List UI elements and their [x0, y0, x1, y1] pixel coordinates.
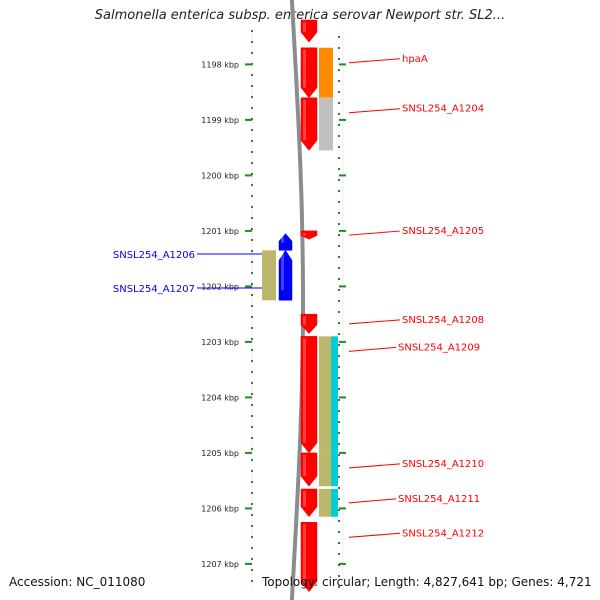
gene-arrow[interactable]: [300, 522, 318, 593]
scale-label-kbp: 1204 kbp: [201, 393, 239, 402]
gene-label[interactable]: SNSL254_A1210: [402, 459, 484, 470]
gene-arrow[interactable]: [300, 452, 318, 487]
label-leader-line: [348, 463, 401, 469]
scale-label-kbp: 1202 kbp: [201, 282, 239, 291]
gene-arrow[interactable]: [278, 249, 293, 301]
label-leader-line: [348, 230, 401, 236]
label-leader-line: [348, 346, 397, 352]
scale-label-kbp: 1199 kbp: [201, 116, 239, 125]
cds-block[interactable]: [319, 47, 333, 98]
gene-arrow[interactable]: [300, 313, 318, 334]
cds-block[interactable]: [331, 488, 338, 517]
gene-arrow[interactable]: [300, 97, 318, 151]
gene-highlight: [303, 454, 306, 477]
cds-block[interactable]: [319, 97, 333, 151]
map-title: Salmonella enterica subsp. enterica sero…: [94, 8, 506, 23]
cds-block[interactable]: [319, 452, 333, 487]
scale-label-kbp: 1200 kbp: [201, 171, 239, 180]
cds-block[interactable]: [262, 250, 276, 301]
cds-block[interactable]: [331, 452, 338, 487]
gene-label[interactable]: SNSL254_A1204: [402, 104, 484, 115]
gene-highlight: [303, 316, 306, 325]
gene-label[interactable]: SNSL254_A1211: [398, 494, 480, 505]
scale-label-kbp: 1198 kbp: [201, 60, 239, 69]
scale-label-kbp: 1206 kbp: [201, 504, 239, 513]
gene-arrow[interactable]: [300, 230, 318, 240]
gene-highlight: [281, 252, 284, 291]
scale-label-kbp: 1203 kbp: [201, 338, 239, 347]
scale-label-kbp: 1201 kbp: [201, 227, 239, 236]
gene-label[interactable]: SNSL254_A1208: [402, 315, 484, 326]
scale-label-kbp: 1207 kbp: [201, 560, 239, 569]
gene-label[interactable]: SNSL254_A1205: [402, 226, 484, 237]
gene-arrow[interactable]: [300, 488, 318, 518]
accession-text: Accession: NC_011080: [9, 575, 146, 589]
gene-label[interactable]: SNSL254_A1212: [402, 528, 484, 539]
gene-highlight: [303, 338, 306, 443]
label-leader-line: [348, 58, 401, 64]
cds-block[interactable]: [331, 336, 338, 453]
gene-label[interactable]: SNSL254_A1207: [113, 284, 195, 295]
gene-highlight: [303, 99, 306, 141]
gene-highlight: [303, 524, 306, 582]
gene-highlight: [303, 49, 306, 88]
gene-arrow[interactable]: [300, 47, 318, 99]
label-leader-line: [348, 498, 397, 504]
gene-label[interactable]: hpaA: [402, 54, 428, 65]
gene-arrow[interactable]: [300, 336, 318, 454]
cds-block[interactable]: [319, 488, 333, 517]
gene-label[interactable]: SNSL254_A1206: [113, 250, 195, 261]
cds-block[interactable]: [319, 336, 333, 453]
gene-highlight: [303, 490, 306, 507]
label-leader-line: [348, 319, 401, 325]
gene-highlight: [281, 235, 284, 243]
genome-backbone: [289, 0, 305, 600]
gene-arrow[interactable]: [278, 233, 293, 251]
gene-arrow[interactable]: [300, 19, 318, 43]
gene-highlight: [303, 22, 306, 33]
gene-label[interactable]: SNSL254_A1209: [398, 342, 480, 353]
gene-highlight: [303, 232, 306, 236]
topology-summary: Topology: circular; Length: 4,827,641 bp…: [262, 575, 592, 589]
label-leader-line: [348, 108, 401, 114]
scale-label-kbp: 1205 kbp: [201, 449, 239, 458]
label-leader-line: [348, 532, 401, 538]
